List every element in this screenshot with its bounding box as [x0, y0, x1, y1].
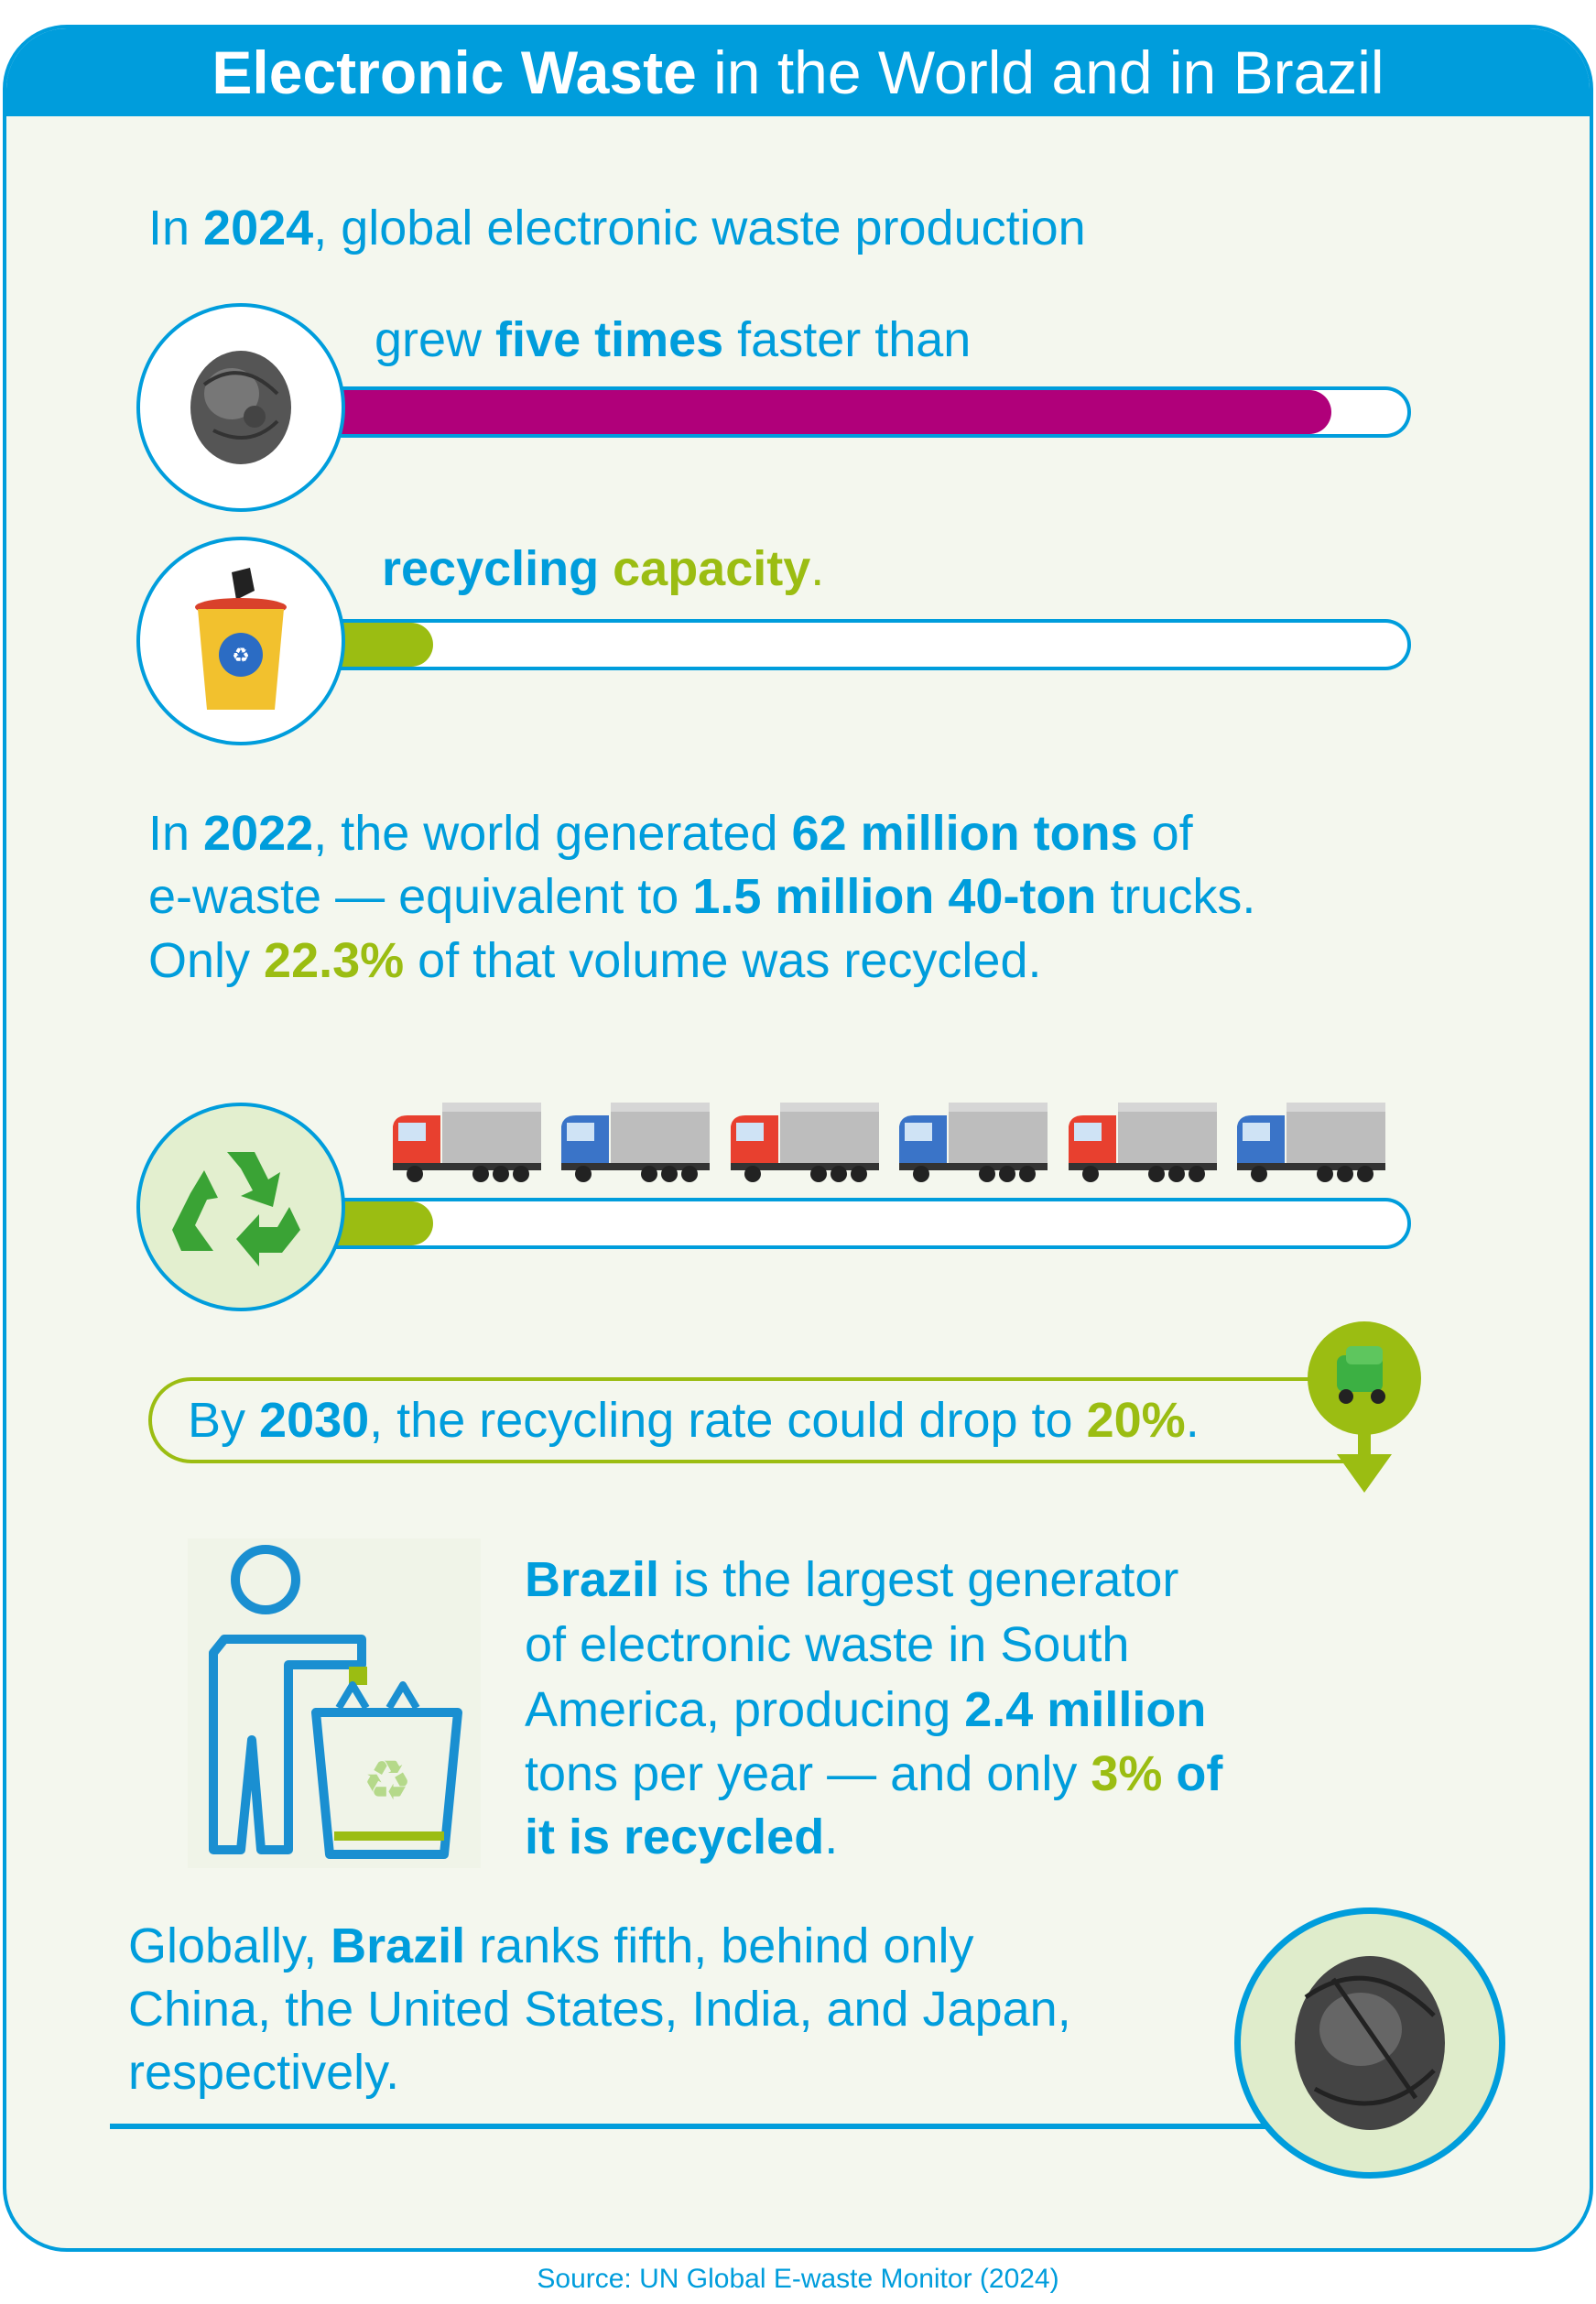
projection-text: By 2030, the recycling rate could drop t… [188, 1393, 1200, 1448]
truck-icon [896, 1099, 1049, 1186]
ewaste-pile-icon [1234, 1907, 1505, 2179]
trash-bin-icon: ♻ [136, 537, 345, 745]
stat-2022-line2: e-waste — equivalent to 1.5 million 40-t… [148, 869, 1256, 924]
source-citation: Source: UN Global E-waste Monitor (2024) [537, 2264, 1059, 2294]
recycling-capacity-bar [325, 619, 1411, 670]
truck-row [389, 1099, 1387, 1186]
truck-icon [558, 1099, 711, 1186]
brazil-line1: Brazil is the largest generator [525, 1552, 1179, 1607]
bar1-label: grew five times faster than [375, 312, 972, 367]
bar2-label: recycling capacity. [382, 541, 825, 596]
truck-icon [727, 1099, 881, 1186]
truck-icon [1065, 1099, 1219, 1186]
recycled-share-bar [325, 1198, 1411, 1249]
brazil-line4: tons per year — and only 3% of [525, 1746, 1223, 1801]
page-title: Electronic Waste in the World and in Bra… [6, 28, 1590, 116]
production-growth-bar [325, 386, 1411, 438]
brazil-line3: America, producing 2.4 million [525, 1682, 1207, 1737]
projection-callout [148, 1377, 1384, 1463]
truck-icon [1233, 1099, 1387, 1186]
person-disposing-waste-icon: ♻ [188, 1538, 481, 1868]
svg-text:♻: ♻ [232, 644, 250, 667]
production-growth-fill [325, 390, 1332, 434]
truck-icon [389, 1099, 543, 1186]
intro-text: In 2024, global electronic waste product… [148, 201, 1086, 255]
brazil-line2: of electronic waste in South [525, 1617, 1130, 1672]
divider-line [110, 2124, 1282, 2129]
recycle-symbol-icon [136, 1103, 345, 1311]
ewaste-pile-icon [136, 303, 345, 512]
brazil-line5: it is recycled. [525, 1810, 839, 1864]
svg-text:♻: ♻ [363, 1750, 412, 1811]
stat-2022-line3: Only 22.3% of that volume was recycled. [148, 933, 1042, 988]
ranking-line3: respectively. [128, 2045, 400, 2100]
ranking-line1: Globally, Brazil ranks fifth, behind onl… [128, 1918, 974, 1973]
garbage-truck-down-arrow-icon [1308, 1321, 1421, 1493]
ranking-line2: China, the United States, India, and Jap… [128, 1982, 1071, 2037]
stat-2022-line1: In 2022, the world generated 62 million … [148, 806, 1193, 861]
